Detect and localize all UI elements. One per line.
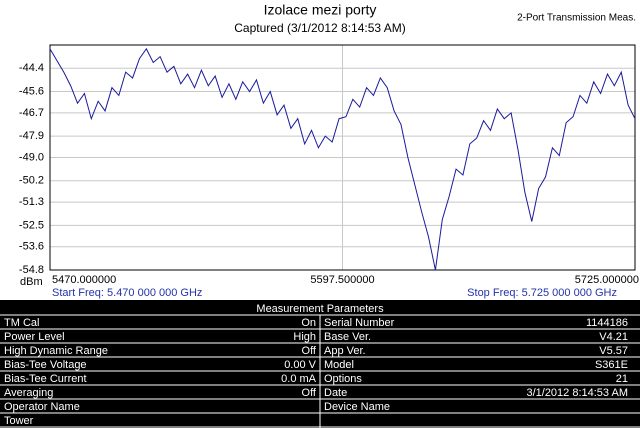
table-cell: High bbox=[293, 331, 316, 343]
table-cell: TM Cal bbox=[4, 317, 39, 329]
y-tick-label: -47.9 bbox=[19, 130, 44, 142]
table-cell: Serial Number bbox=[324, 317, 395, 329]
table-cell: Bias-Tee Voltage bbox=[4, 359, 87, 371]
y-tick-label: -52.5 bbox=[19, 219, 44, 231]
start-label: Start Freq: 5.470 000 000 GHz bbox=[52, 287, 202, 299]
table-cell: 0.0 mA bbox=[281, 373, 317, 385]
table-cell: Tower bbox=[4, 415, 34, 427]
table-cell: Averaging bbox=[4, 387, 53, 399]
table-cell: High Dynamic Range bbox=[4, 345, 108, 357]
stop-label: Stop Freq: 5.725 000 000 GHz bbox=[467, 287, 617, 299]
chart-title: Izolace mezi porty bbox=[264, 2, 377, 18]
table-cell: Bias-Tee Current bbox=[4, 373, 87, 385]
y-tick-label: -51.3 bbox=[19, 196, 44, 208]
table-cell: Operator Name bbox=[4, 401, 80, 413]
x-tick-label: 5470.000000 bbox=[52, 274, 116, 286]
table-cell: Date bbox=[324, 387, 347, 399]
table-cell: 3/1/2012 8:14:53 AM bbox=[526, 387, 628, 399]
table-cell: On bbox=[301, 317, 316, 329]
y-label: dBm bbox=[20, 276, 43, 288]
y-tick-label: -50.2 bbox=[19, 175, 44, 187]
chart-bg bbox=[0, 0, 640, 300]
y-tick-label: -45.6 bbox=[19, 85, 44, 97]
x-tick-label: 5597.500000 bbox=[310, 274, 374, 286]
table-cell: 21 bbox=[616, 373, 628, 385]
table-cell: Off bbox=[302, 387, 317, 399]
table-cell: Device Name bbox=[324, 401, 390, 413]
table-cell: App Ver. bbox=[324, 345, 366, 357]
table-cell: Base Ver. bbox=[324, 331, 371, 343]
table-cell: Off bbox=[302, 345, 317, 357]
table-cell: V4.21 bbox=[599, 331, 628, 343]
plot-frame bbox=[49, 44, 636, 271]
corner-label: 2-Port Transmission Meas. bbox=[517, 13, 636, 24]
x-tick-label: 5725.000000 bbox=[575, 274, 639, 286]
y-tick-label: -44.4 bbox=[19, 62, 44, 74]
table-cell: V5.57 bbox=[599, 345, 628, 357]
table-cell: Model bbox=[324, 359, 354, 371]
y-tick-label: -53.6 bbox=[19, 241, 44, 253]
y-tick-label: -49.0 bbox=[19, 151, 44, 163]
table-cell: Options bbox=[324, 373, 362, 385]
chart-subtitle: Captured (3/1/2012 8:14:53 AM) bbox=[234, 21, 405, 35]
table-cell: 1144186 bbox=[586, 317, 628, 329]
table-cell: 0.00 V bbox=[284, 359, 316, 371]
y-tick-label: -46.7 bbox=[19, 107, 44, 119]
trace bbox=[49, 47, 636, 271]
table-cell: Power Level bbox=[4, 331, 65, 343]
y-tick-label: -54.8 bbox=[19, 264, 44, 276]
table-cell: S361E bbox=[595, 359, 628, 371]
table-title: Measurement Parameters bbox=[256, 303, 384, 315]
